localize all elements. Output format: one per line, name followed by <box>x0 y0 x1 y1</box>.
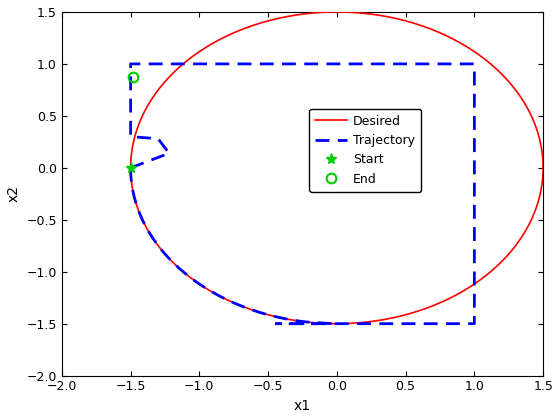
Desired <box>342 321 348 326</box>
X-axis label: x1: x1 <box>294 399 311 413</box>
Desired <box>333 9 340 14</box>
Trajectory <box>471 321 478 326</box>
Trajectory <box>272 321 278 326</box>
Desired <box>160 249 167 255</box>
Y-axis label: x2: x2 <box>7 185 21 202</box>
Trajectory <box>419 61 426 66</box>
Desired <box>322 10 329 15</box>
Trajectory <box>423 61 430 66</box>
Legend: Desired, Trajectory, Start, End: Desired, Trajectory, Start, End <box>309 108 421 192</box>
Line: Trajectory: Trajectory <box>130 64 474 324</box>
Desired <box>333 321 340 326</box>
Desired <box>540 165 547 171</box>
Desired <box>136 121 142 126</box>
Trajectory <box>127 61 134 66</box>
Trajectory <box>305 321 312 326</box>
Desired <box>425 26 432 31</box>
Trajectory <box>127 82 134 87</box>
Trajectory <box>127 165 134 171</box>
Desired <box>540 165 547 171</box>
Desired <box>234 302 240 307</box>
Trajectory <box>434 321 441 326</box>
Trajectory <box>127 71 134 76</box>
Line: Desired: Desired <box>130 12 543 324</box>
